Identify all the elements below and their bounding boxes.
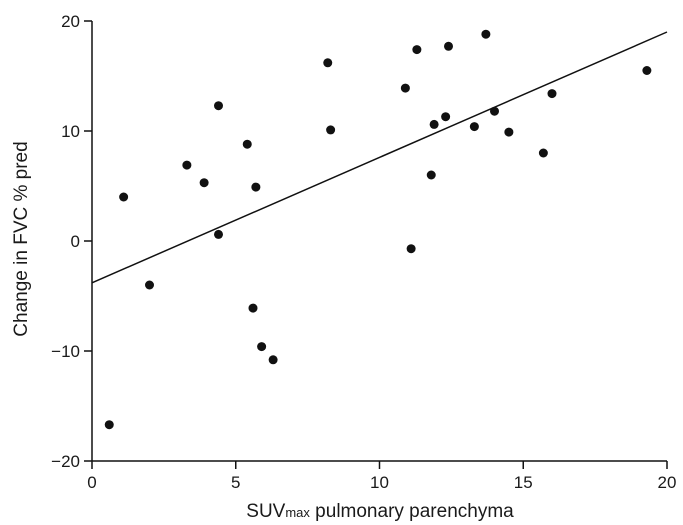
- data-point: [469, 122, 479, 132]
- data-point: [248, 303, 258, 313]
- x-axis-title: SUVmax pulmonary parenchyma: [246, 501, 514, 522]
- data-point: [642, 66, 652, 75]
- y-axis-title: Change in FVC % pred: [11, 141, 32, 336]
- data-point: [214, 229, 223, 239]
- axis-ticks: −20 −10 0 10 20 0 5 10 15 20: [51, 12, 676, 492]
- data-point: [504, 127, 514, 137]
- data-point: [182, 160, 192, 170]
- y-tick-label: 20: [61, 12, 80, 31]
- regression-line: [91, 31, 668, 284]
- data-point: [412, 45, 422, 55]
- regression-line-group: [91, 31, 668, 284]
- x-tick-label: 15: [514, 473, 533, 492]
- x-tick-label: 5: [231, 473, 240, 492]
- data-point: [119, 192, 129, 202]
- data-point: [323, 58, 333, 68]
- data-point: [406, 244, 416, 254]
- x-tick-label: 0: [87, 473, 96, 492]
- data-point: [268, 355, 278, 365]
- data-point: [429, 119, 439, 129]
- data-point: [481, 29, 491, 39]
- data-point: [214, 101, 223, 111]
- data-point: [257, 342, 267, 352]
- data-point: [547, 89, 557, 99]
- x-tick-label: 20: [658, 473, 677, 492]
- data-point: [104, 420, 114, 430]
- data-point: [251, 182, 261, 192]
- y-tick-label: 10: [61, 122, 80, 141]
- x-axis-title-main: SUV: [246, 501, 285, 522]
- data-points: [104, 29, 652, 430]
- data-point: [444, 41, 453, 51]
- data-point: [538, 148, 548, 158]
- x-axis-title-rest: pulmonary parenchyma: [310, 501, 514, 522]
- data-point: [145, 280, 154, 290]
- data-point: [426, 170, 436, 180]
- y-tick-label: 0: [71, 232, 80, 251]
- y-tick-label: −10: [51, 342, 80, 361]
- y-tick-label: −20: [51, 452, 80, 471]
- data-point: [199, 178, 209, 188]
- data-point: [242, 139, 252, 149]
- data-point: [490, 106, 499, 116]
- x-axis-title-subscript: max: [285, 505, 310, 520]
- data-point: [326, 125, 336, 135]
- x-tick-label: 10: [370, 473, 389, 492]
- data-point: [400, 83, 410, 93]
- data-point: [441, 112, 451, 122]
